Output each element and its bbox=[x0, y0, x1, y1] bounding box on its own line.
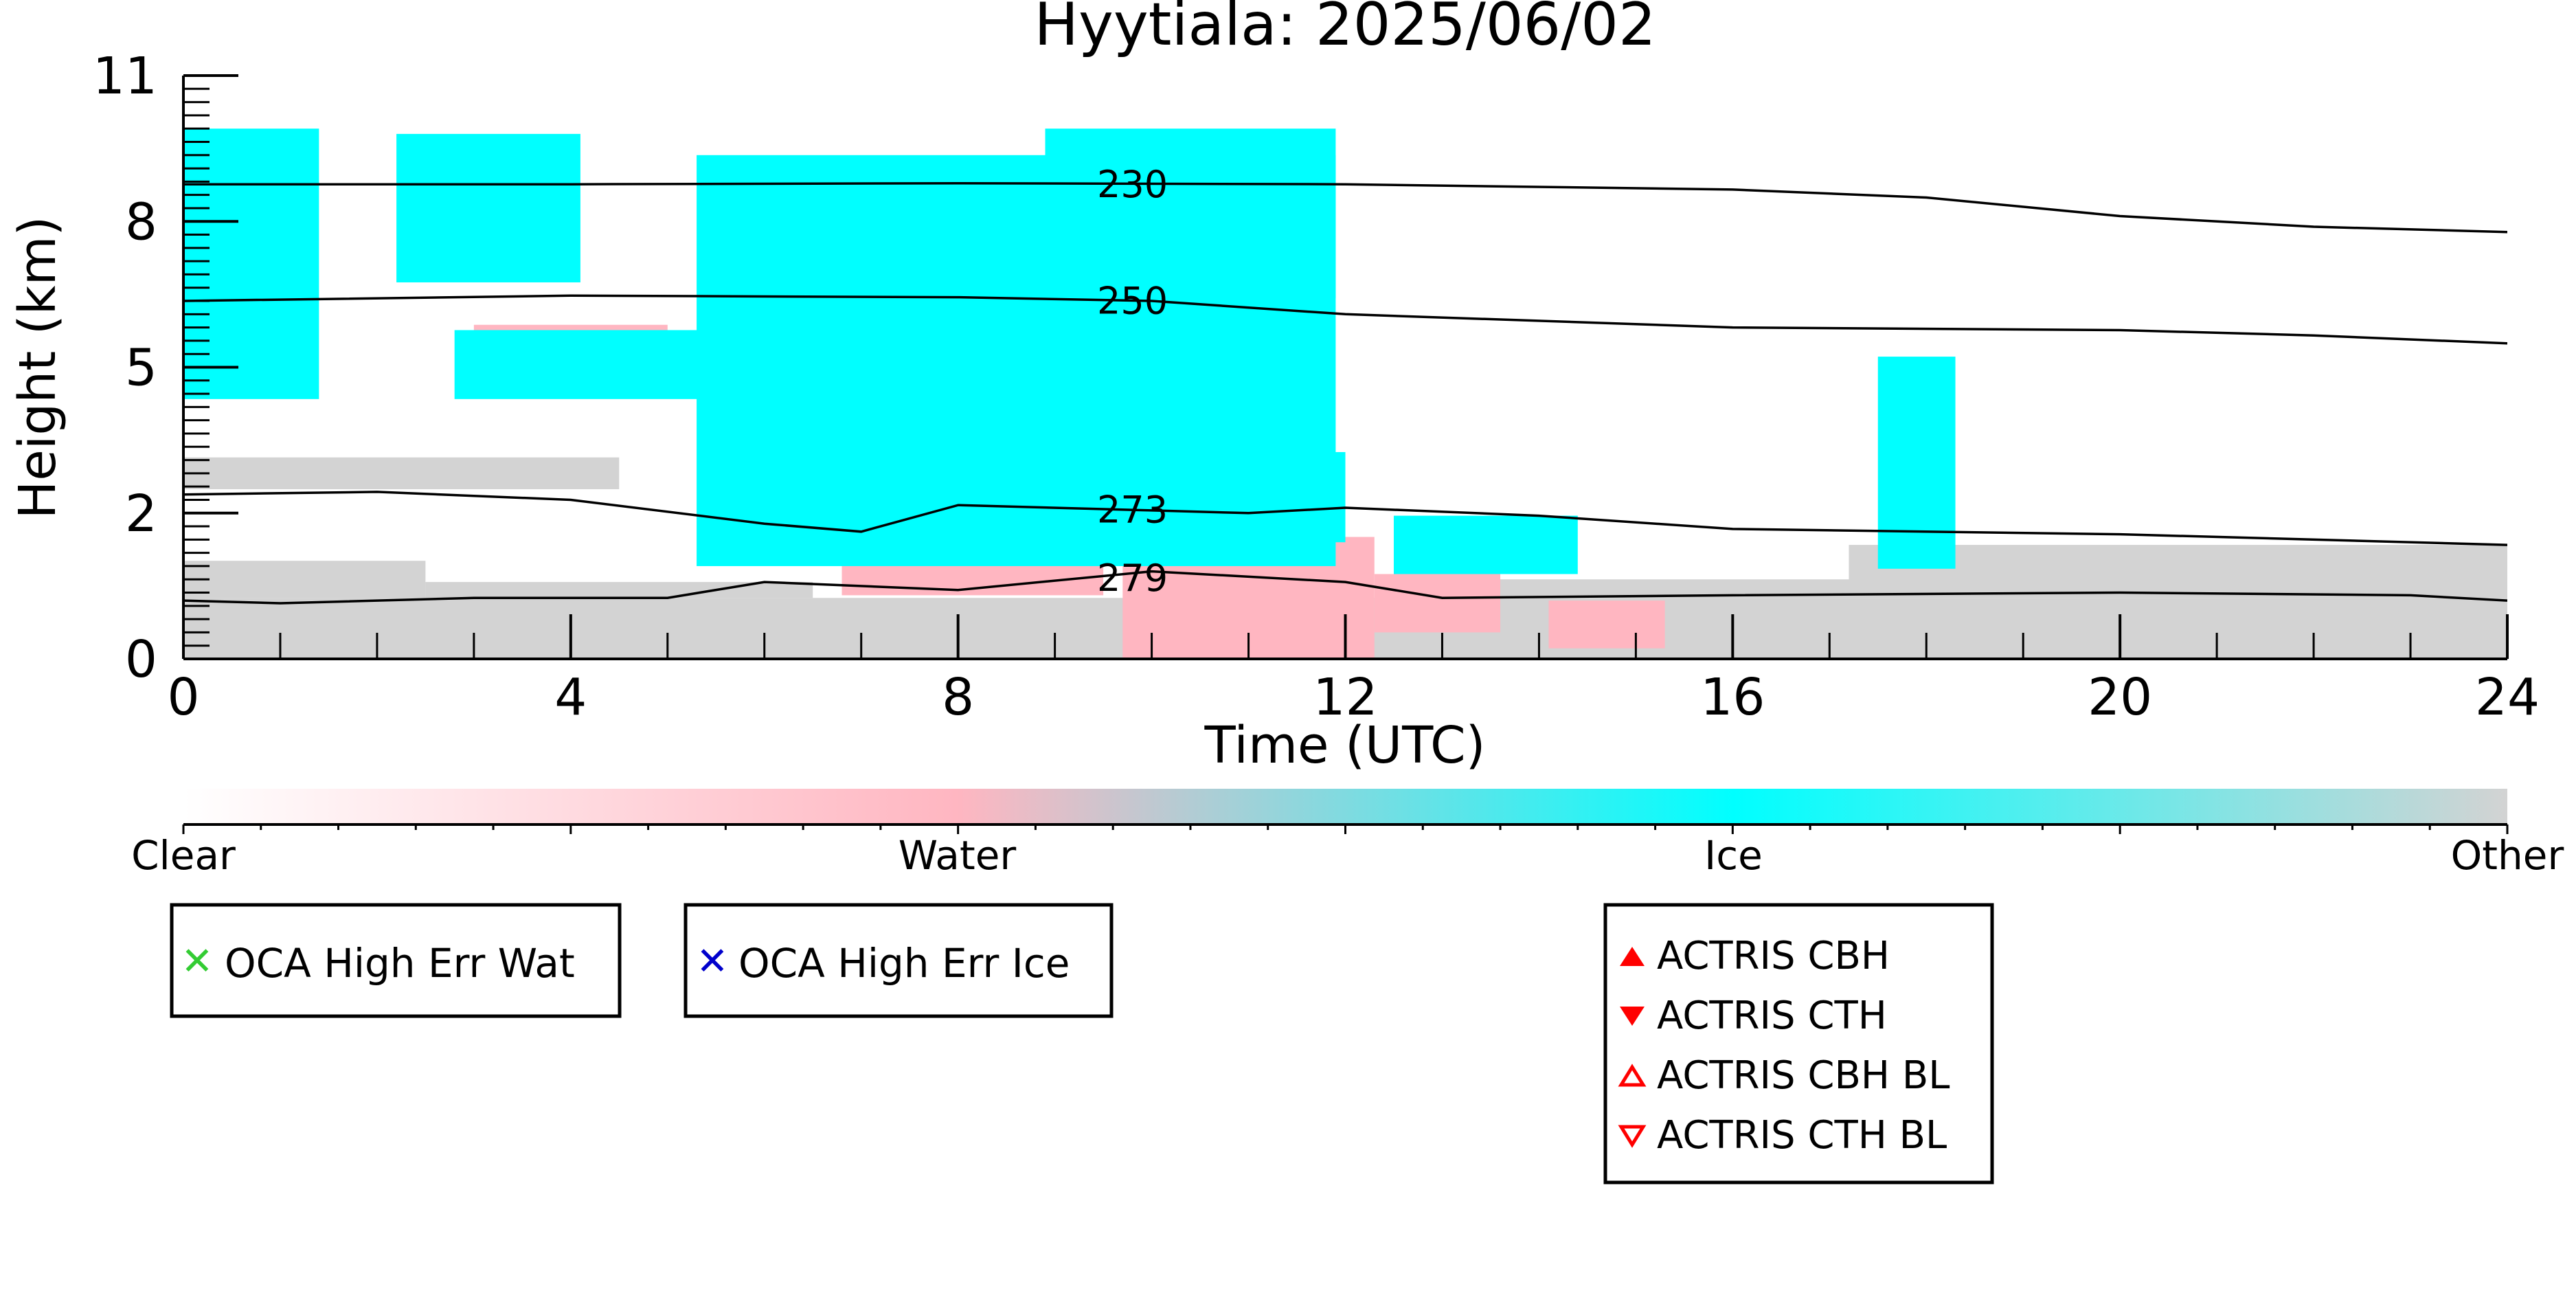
contour-label-250: 250 bbox=[1097, 279, 1168, 322]
contour-line-273 bbox=[183, 491, 2507, 546]
colorbar-labels: Clear Water Ice Other bbox=[131, 832, 2564, 879]
y-tick-label-0: 0 bbox=[125, 630, 157, 689]
contour-label-230: 230 bbox=[1097, 163, 1168, 206]
temperature-contour-labels: 230 250 273 279 bbox=[1097, 163, 1168, 600]
x-axis-label: Time (UTC) bbox=[1204, 716, 1485, 775]
legend-oca-ice-label: OCA High Err Ice bbox=[738, 940, 1070, 987]
region-ice-18 bbox=[1877, 357, 1956, 569]
y-tick-label-8: 8 bbox=[125, 192, 157, 251]
x-tick-label-0: 0 bbox=[167, 668, 199, 727]
colorbar-label-other: Other bbox=[2451, 832, 2564, 879]
y-axis-label: Height (km) bbox=[8, 216, 67, 519]
y-tick-label-11: 11 bbox=[93, 47, 157, 106]
contour-line-250 bbox=[183, 294, 2507, 345]
region-other-5 bbox=[183, 457, 620, 490]
actris-cth-bl-marker-icon bbox=[1618, 1125, 1647, 1148]
x-tick-label-8: 8 bbox=[942, 668, 974, 727]
x-tick-label-24: 24 bbox=[2475, 668, 2540, 727]
y-tick-label-2: 2 bbox=[125, 484, 157, 543]
legend-oca-water-box bbox=[170, 903, 622, 1018]
region-ice-15 bbox=[1045, 128, 1336, 299]
actris-cbh-bl-marker-icon bbox=[1618, 1064, 1647, 1087]
legend-oca-water-label: OCA High Err Wat bbox=[225, 940, 575, 987]
plot-regions bbox=[183, 128, 2507, 659]
region-water-9 bbox=[1548, 600, 1665, 649]
region-other-4 bbox=[1849, 545, 2507, 598]
region-other-1 bbox=[183, 561, 426, 598]
temperature-contours bbox=[183, 181, 2507, 605]
y-tick-label-5: 5 bbox=[125, 339, 157, 398]
region-ice-17 bbox=[1393, 515, 1578, 574]
contour-line-279 bbox=[183, 570, 2507, 605]
colorbar-label-clear: Clear bbox=[131, 832, 236, 879]
actris-cth-marker-icon bbox=[1620, 1007, 1645, 1026]
region-ice-12 bbox=[396, 133, 580, 283]
colorbar-label-water: Water bbox=[899, 832, 1017, 879]
colorbar-ticks bbox=[182, 824, 2509, 834]
x-axis-ticks: 0 4 8 12 16 20 24 bbox=[167, 614, 2540, 727]
x-tick-label-4: 4 bbox=[554, 668, 587, 727]
actris-cbh-marker-icon bbox=[1620, 947, 1645, 966]
contour-label-273: 273 bbox=[1097, 489, 1168, 532]
region-water-8 bbox=[1374, 574, 1501, 633]
region-other-2 bbox=[425, 582, 813, 598]
legend-oca-ice: ✕ OCA High Err Ice bbox=[683, 903, 1114, 1018]
legend-actris-cth-label: ACTRIS CTH bbox=[1657, 993, 1887, 1038]
legend-oca-ice-box bbox=[683, 903, 1114, 1018]
legend-actris-cbh-label: ACTRIS CBH bbox=[1657, 934, 1890, 978]
legend-actris: ACTRIS CBH ACTRIS CTH ACTRIS CBH BL ACTR… bbox=[1603, 903, 1994, 1185]
x-tick-label-20: 20 bbox=[2088, 668, 2152, 727]
y-axis-ticks: 0 2 5 8 11 bbox=[93, 47, 238, 689]
x-tick-label-16: 16 bbox=[1700, 668, 1765, 727]
legend-actris-cbh-bl-label: ACTRIS CBH BL bbox=[1657, 1053, 1950, 1098]
x-tick-label-12: 12 bbox=[1313, 668, 1377, 727]
chart-title: Hyytiala: 2025/06/02 bbox=[1034, 0, 1656, 59]
legend-actris-cth-bl-label: ACTRIS CTH BL bbox=[1657, 1113, 1947, 1158]
oca-ice-marker-icon: ✕ bbox=[697, 939, 729, 984]
region-ice-16 bbox=[1142, 451, 1346, 543]
contour-line-230 bbox=[183, 181, 2507, 234]
colorbar-label-ice: Ice bbox=[1704, 832, 1763, 879]
colorbar bbox=[183, 789, 2507, 824]
contour-label-279: 279 bbox=[1097, 557, 1168, 600]
legend-actris-box bbox=[1603, 903, 1994, 1185]
oca-water-marker-icon: ✕ bbox=[181, 939, 214, 984]
legend-oca-water: ✕ OCA High Err Wat bbox=[170, 903, 622, 1018]
